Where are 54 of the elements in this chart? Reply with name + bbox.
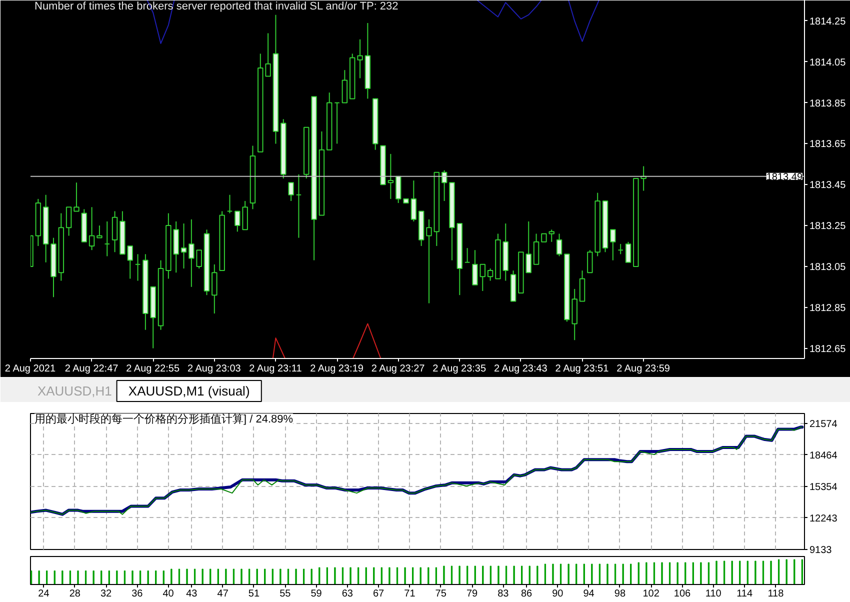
y-tick-label: 1814.25: [810, 16, 846, 28]
x-tick-label: 2 Aug 23:19: [310, 364, 364, 374]
x-tick-label: 79: [466, 588, 478, 600]
y-tick-label: 1812.85: [810, 302, 846, 314]
x-tick-label: 98: [614, 588, 626, 600]
x-tick-label: 75: [435, 588, 447, 600]
text: XAUUSD,M1 (visual): [128, 384, 250, 398]
y-tick-label: 12243: [810, 513, 838, 524]
x-tick-label: 90: [552, 588, 564, 600]
text: XAUUSD,H1: [37, 384, 112, 398]
y-tick-label: 1813.85: [810, 98, 846, 110]
x-tick-label: 94: [583, 588, 595, 600]
x-tick-label: 36: [132, 588, 144, 600]
x-tick-label: 55: [280, 588, 292, 600]
x-tick-label: 102: [642, 588, 660, 600]
x-tick-label: 2 Aug 23:11: [249, 364, 302, 374]
x-tick-label: 43: [186, 588, 198, 600]
x-tick-label: 47: [217, 588, 229, 600]
y-tick-label: 21574: [810, 418, 838, 430]
x-tick-label: 2 Aug 23:35: [432, 364, 487, 374]
x-tick-label: 2 Aug 23:51: [555, 364, 610, 374]
x-tick-label: 118: [768, 588, 784, 600]
x-tick-label: 59: [310, 588, 322, 600]
x-tick-label: 2 Aug 22:55: [126, 364, 180, 374]
x-tick-label: 2 Aug 23:43: [494, 364, 548, 374]
x-tick-label: 51: [248, 588, 260, 600]
y-tick-label: 9133: [810, 545, 832, 556]
x-tick-label: 63: [342, 588, 354, 600]
x-tick-label: 2 Aug 22:47: [64, 364, 119, 374]
y-tick-label: 1813.25: [810, 221, 846, 232]
x-tick-label: 24: [38, 588, 50, 600]
x-tick-label: 83: [498, 588, 510, 600]
x-tick-label: 32: [100, 588, 112, 600]
y-tick-label: 1813.45: [810, 180, 846, 192]
y-tick-label: 1813.65: [810, 139, 846, 150]
x-tick-label: 106: [674, 588, 692, 600]
x-tick-label: 114: [736, 588, 753, 600]
x-tick-label: 110: [705, 588, 722, 600]
x-tick-label: 28: [69, 588, 81, 600]
x-tick-label: 2 Aug 23:27: [371, 364, 426, 374]
x-tick-label: 71: [404, 588, 416, 600]
x-tick-label: 86: [520, 588, 533, 600]
y-tick-label: 1812.65: [810, 344, 846, 355]
x-tick-label: 67: [373, 588, 385, 600]
y-tick-label: 18464: [810, 450, 838, 462]
y-tick-label: 1814.05: [810, 57, 846, 68]
y-tick-label: 15354: [810, 482, 838, 493]
x-tick-label: 2 Aug 23:03: [187, 364, 242, 374]
y-tick-label: 1813.05: [810, 262, 846, 273]
x-tick-label: 2 Aug 2021: [4, 364, 56, 374]
x-tick-label: 2 Aug 23:59: [616, 364, 670, 374]
ref-line-label: 1813.49: [766, 172, 803, 183]
chart-title: 用的最小时段的每一个价格的分形插值计算] / 24.89%: [34, 412, 294, 426]
x-tick-label: 40: [162, 588, 174, 600]
